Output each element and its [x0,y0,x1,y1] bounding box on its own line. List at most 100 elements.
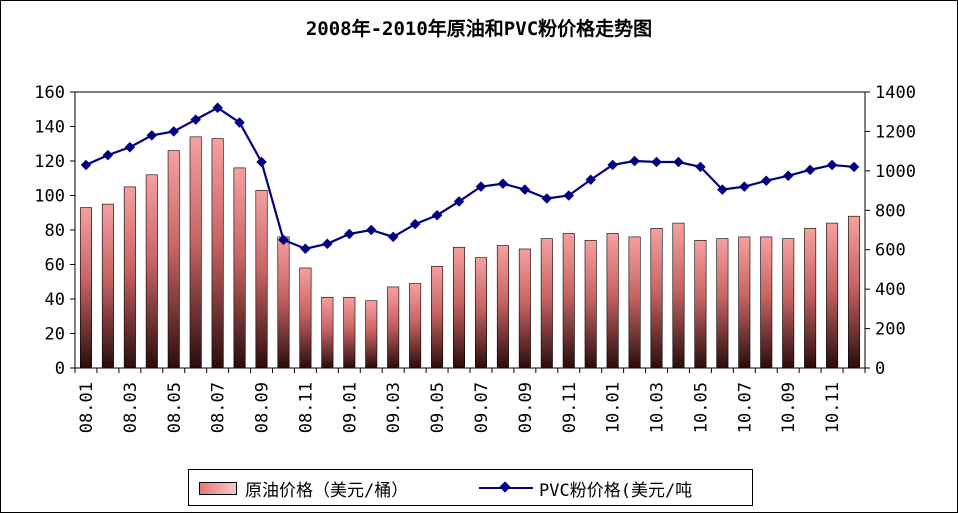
right-axis-tick-label: 200 [875,320,906,340]
bar-crude-oil-10.07 [738,236,751,369]
x-axis-tick-label: 09.05 [428,382,448,433]
bar-crude-oil-08.04 [145,174,158,369]
bar-crude-oil-08.09 [255,190,268,369]
point-pvc-10.06 [717,184,728,195]
bar-crude-oil-08.12 [321,296,334,369]
point-pvc-08.06 [190,114,202,125]
bar-crude-oil-09.12 [584,240,597,369]
point-pvc-09.05 [431,209,443,221]
point-pvc-09.09 [519,184,531,195]
x-axis-tick-label: 10.11 [823,382,843,433]
point-pvc-09.04 [409,218,421,230]
bar-crude-oil-10.10 [804,227,817,369]
right-axis-tick-label: 1000 [875,162,916,182]
point-pvc-09.01 [343,228,355,240]
left-axis-tick-label: 100 [34,187,65,207]
legend-line-swatch [479,481,533,495]
x-axis-tick-label: 09.01 [340,382,360,433]
point-pvc-09.02 [365,224,377,236]
right-axis-tick-label: 600 [875,241,906,261]
x-axis-tick-label: 09.09 [516,382,536,433]
right-axis-tick-label: 400 [875,280,906,300]
bar-crude-oil-09.04 [409,283,422,369]
bar-crude-oil-08.08 [233,167,246,369]
point-pvc-09.12 [585,174,597,186]
point-pvc-08.09 [256,156,267,168]
x-axis-tick-label: 08.11 [296,382,316,433]
x-axis-tick-label: 09.03 [384,382,404,433]
x-axis-tick-label: 09.07 [472,382,492,433]
bar-crude-oil-10.01 [606,233,619,369]
plot-area [74,91,866,369]
bar-crude-oil-08.02 [101,203,114,369]
x-axis-tick-label: 10.01 [604,382,624,433]
x-axis-tick-label: 08.07 [209,382,229,433]
point-pvc-08.07 [212,102,223,114]
chart-plot: 0 20 40 60 80 100 120 140 160 0 200 400 600 800 1000 12… [34,83,916,433]
point-pvc-10.11 [826,159,838,171]
x-axis-tick-label: 08.01 [77,382,97,433]
point-pvc-08.04 [146,130,158,141]
right-axis-tick-label: 0 [875,359,885,379]
bar-crude-oil-08.03 [123,186,136,369]
bar-crude-oil-08.07 [211,138,224,369]
left-axis-tick-label: 0 [55,359,65,379]
point-pvc-09.08 [497,178,509,190]
left-axis-tick-label: 40 [45,290,65,310]
point-pvc-09.06 [453,196,465,207]
bar-crude-oil-09.02 [365,300,378,369]
right-axis-tick-label: 800 [875,201,906,221]
legend-item-pvc: PVC粉价格(美元/吨 [479,478,693,501]
left-axis-tick-label: 60 [45,256,65,276]
point-pvc-10.03 [651,156,662,168]
bar-crude-oil-10.04 [672,222,685,369]
legend-label-crude-oil: 原油价格（美元/桶） [245,480,409,501]
bar-crude-oil-08.06 [189,136,202,369]
point-pvc-10.12 [848,161,860,173]
bar-crude-oil-09.06 [453,246,466,369]
chart-legend: 原油价格（美元/桶） PVC粉价格(美元/吨 [188,469,753,506]
bar-crude-oil-10.08 [760,236,773,369]
x-axis-tick-label: 08.05 [165,382,185,433]
legend-bar-swatch [199,481,237,495]
x-axis-tick-label: 08.09 [253,382,273,433]
point-pvc-08.01 [80,159,92,171]
point-pvc-08.03 [124,141,136,153]
legend-item-crude-oil: 原油价格（美元/桶） [199,478,409,501]
point-pvc-09.03 [387,231,399,243]
bar-crude-oil-09.07 [474,257,487,369]
bar-crude-oil-09.08 [496,245,509,369]
point-pvc-10.10 [804,164,816,176]
bar-crude-oil-08.10 [277,236,290,369]
left-axis-tick-label: 80 [45,221,65,241]
point-pvc-08.11 [300,243,311,255]
bar-crude-oil-09.10 [540,238,553,369]
right-axis-tick-label: 1200 [875,122,916,142]
point-pvc-08.10 [278,234,289,246]
x-axis-tick-label: 09.11 [560,382,580,433]
bar-crude-oil-09.01 [343,296,356,369]
point-pvc-10.07 [738,181,750,192]
bar-crude-oil-10.06 [716,238,729,369]
x-axis-tick-label: 10.09 [779,382,799,433]
point-pvc-09.07 [475,181,487,192]
x-axis-tick-label: 08.03 [121,382,141,433]
bar-crude-oil-09.09 [518,248,531,369]
bar-crude-oil-09.05 [431,265,444,369]
right-axis-tick-label: 1400 [875,83,916,103]
point-pvc-08.05 [168,126,180,137]
bar-crude-oil-08.05 [167,150,180,369]
bar-crude-oil-10.09 [782,238,795,369]
bar-crude-oil-08.11 [299,267,312,369]
bar-crude-oil-08.01 [79,207,92,369]
bar-crude-oil-10.02 [628,236,641,369]
bar-crude-oil-10.05 [694,240,707,369]
x-axis-tick-label: 10.05 [691,382,711,433]
point-pvc-10.08 [760,175,772,187]
point-pvc-08.12 [322,238,333,250]
point-pvc-08.02 [102,149,114,161]
point-pvc-10.04 [673,156,684,168]
legend-label-pvc: PVC粉价格(美元/吨 [539,480,693,501]
bar-crude-oil-10.12 [848,215,861,369]
point-pvc-10.05 [695,161,706,173]
